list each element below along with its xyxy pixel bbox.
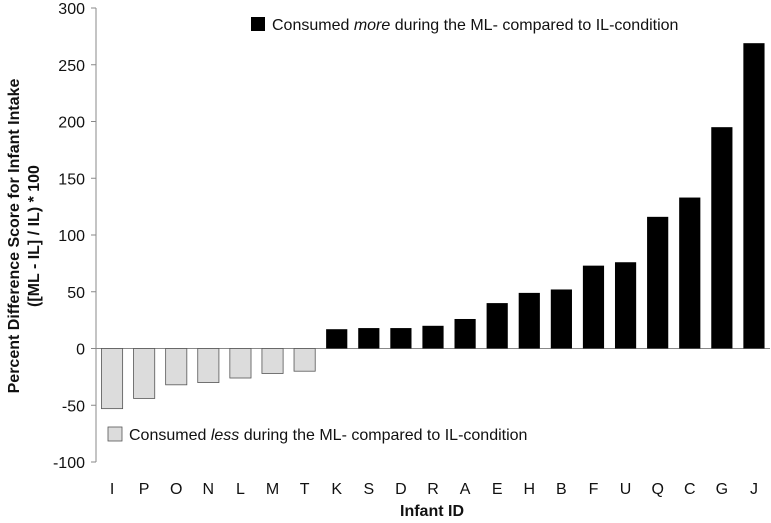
bar-U <box>614 262 637 349</box>
bars <box>101 43 765 410</box>
legend-text-negative: Consumed less during the ML- compared to… <box>129 427 527 444</box>
legend-swatch-positive <box>251 17 265 31</box>
legend-swatch-negative <box>107 426 123 442</box>
bar-O <box>165 348 188 386</box>
y-tick-label: -100 <box>53 455 85 472</box>
y-tick-labels: -100 -50 0 50 100 150 200 250 300 <box>53 1 85 472</box>
x-tick-label-P: P <box>139 481 150 498</box>
y-tick-label: 200 <box>58 115 85 132</box>
legend-negative-em: less <box>211 427 239 444</box>
bar-A <box>454 318 476 349</box>
x-tick-label-N: N <box>203 481 215 498</box>
x-axis-title: Infant ID <box>400 503 464 520</box>
bar-S <box>358 328 380 349</box>
bar-H <box>518 292 540 349</box>
legend-negative-pre: Consumed <box>129 427 211 444</box>
bar-C <box>679 197 701 349</box>
bar-J <box>743 43 765 349</box>
x-tick-label-F: F <box>589 481 599 498</box>
legend-positive: Consumed more during the ML- compared to… <box>251 17 678 34</box>
legend-negative-post: during the ML- compared to IL-condition <box>239 427 527 444</box>
x-tick-label-L: L <box>236 481 245 498</box>
bar-I <box>101 348 124 410</box>
x-tick-label-I: I <box>110 481 114 498</box>
x-tick-label-T: T <box>300 481 310 498</box>
x-tick-label-S: S <box>363 481 374 498</box>
y-tick-label: 50 <box>67 285 85 302</box>
x-tick-label-D: D <box>395 481 407 498</box>
y-tick-label: 250 <box>58 58 85 75</box>
bar-E <box>486 303 508 349</box>
y-axis-title: Percent Difference Score for Infant Inta… <box>6 79 43 394</box>
bar-Q <box>647 216 669 349</box>
legend-positive-pre: Consumed <box>272 17 354 34</box>
y-tick-label: 0 <box>76 342 85 359</box>
x-tick-label-O: O <box>170 481 182 498</box>
y-axis-title-line-2: ([ML - IL] / IL) * 100 <box>26 165 43 307</box>
x-tick-label-H: H <box>524 481 536 498</box>
bar-K <box>326 329 348 349</box>
x-tick-label-E: E <box>492 481 503 498</box>
bar-M <box>261 348 284 374</box>
bar-D <box>390 328 412 349</box>
x-tick-label-K: K <box>331 481 342 498</box>
bar-N <box>197 348 220 383</box>
y-tick-label: 100 <box>58 228 85 245</box>
bar-T <box>293 348 316 372</box>
bar-L <box>229 348 252 379</box>
bar-F <box>582 265 605 349</box>
bar-B <box>550 289 572 349</box>
legend-text-positive: Consumed more during the ML- compared to… <box>272 17 678 34</box>
x-tick-label-J: J <box>750 481 758 498</box>
x-tick-label-R: R <box>427 481 439 498</box>
legend-negative: Consumed less during the ML- compared to… <box>107 426 527 444</box>
x-tick-label-G: G <box>716 481 728 498</box>
bar-R <box>422 325 444 349</box>
x-tick-label-C: C <box>684 481 696 498</box>
y-tick-label: -50 <box>62 398 85 415</box>
x-tick-label-B: B <box>556 481 567 498</box>
legend-positive-post: during the ML- compared to IL-condition <box>390 17 678 34</box>
x-tick-label-A: A <box>460 481 471 498</box>
x-tick-label-U: U <box>620 481 632 498</box>
bar-G <box>711 127 733 349</box>
y-tick-label: 150 <box>58 171 85 188</box>
legend-positive-em: more <box>354 17 391 34</box>
y-tick-label: 300 <box>58 1 85 18</box>
y-axis-title-line-1: Percent Difference Score for Infant Inta… <box>6 79 23 394</box>
x-tick-label-Q: Q <box>651 481 663 498</box>
bar-P <box>133 348 156 399</box>
x-tick-label-M: M <box>266 481 279 498</box>
